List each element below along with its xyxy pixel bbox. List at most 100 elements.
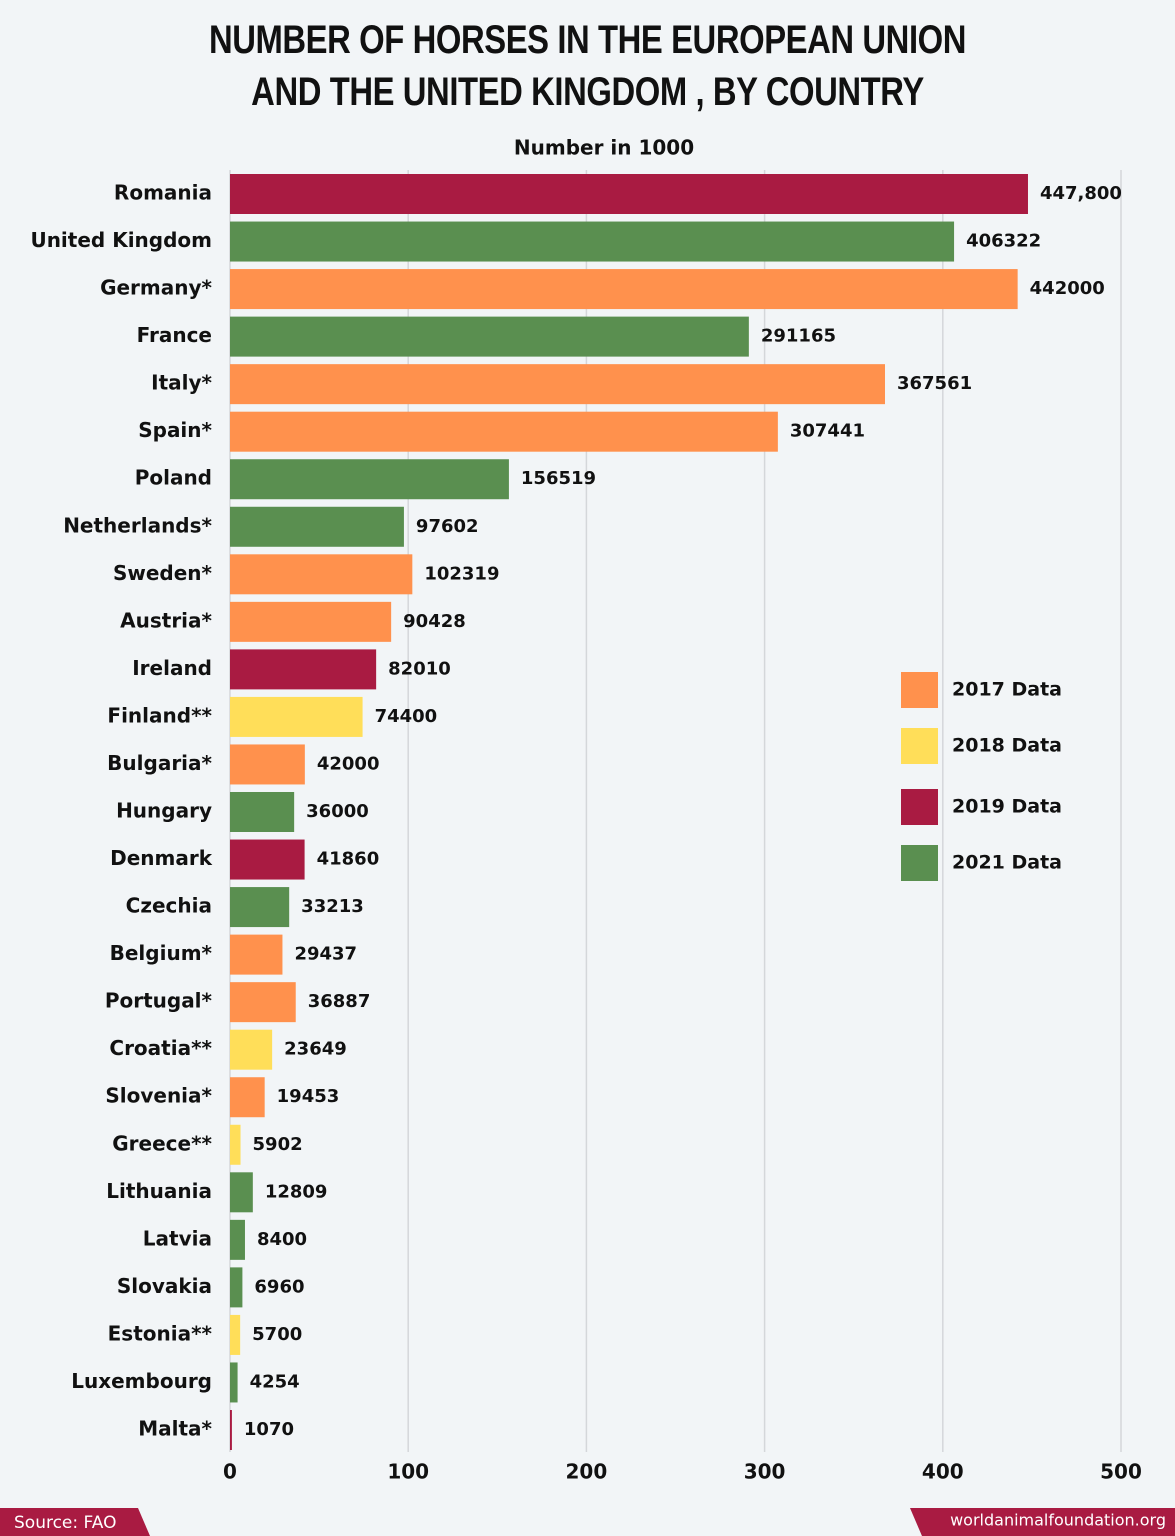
y-tick-label: Greece** bbox=[112, 1131, 212, 1155]
y-tick-label: Finland** bbox=[107, 703, 212, 727]
y-tick-label: Portugal* bbox=[105, 989, 213, 1013]
data-label: 102319 bbox=[424, 563, 499, 584]
data-label: 33213 bbox=[301, 896, 364, 917]
bar bbox=[230, 1124, 241, 1165]
data-label: 5700 bbox=[252, 1324, 302, 1345]
bar bbox=[230, 839, 305, 880]
data-label: 41860 bbox=[317, 849, 380, 870]
website-band bbox=[910, 1508, 1175, 1536]
bar bbox=[230, 601, 392, 642]
y-tick-label: Luxembourg bbox=[71, 1369, 212, 1393]
y-tick-label: Germany* bbox=[100, 276, 212, 300]
chart-title: NUMBER OF HORSES IN THE EUROPEAN UNION A… bbox=[208, 18, 967, 114]
data-label: 367561 bbox=[897, 373, 972, 394]
data-label: 307441 bbox=[790, 421, 865, 442]
bar bbox=[230, 696, 363, 737]
bar bbox=[230, 982, 296, 1023]
data-label: 4254 bbox=[250, 1371, 300, 1392]
y-tick-label: Hungary bbox=[116, 799, 212, 823]
bar bbox=[230, 934, 283, 975]
data-label: 23649 bbox=[284, 1039, 347, 1060]
bar bbox=[230, 174, 1028, 214]
x-tick-label: 300 bbox=[744, 1460, 786, 1484]
y-tick-label: Austria* bbox=[120, 608, 212, 632]
y-tick-label: Sweden* bbox=[113, 561, 213, 585]
y-tick-label: Croatia** bbox=[109, 1036, 212, 1060]
bar bbox=[230, 506, 404, 547]
data-label: 291165 bbox=[761, 326, 836, 347]
data-label: 29437 bbox=[294, 944, 357, 965]
y-tick-label: Poland bbox=[135, 466, 212, 490]
y-tick-label: Slovenia* bbox=[105, 1084, 212, 1108]
bar bbox=[230, 1267, 243, 1308]
bar bbox=[230, 221, 955, 262]
y-tick-label: Denmark bbox=[110, 846, 213, 870]
y-tick-label: Italy* bbox=[151, 371, 212, 395]
bar bbox=[230, 887, 290, 928]
y-tick-label: Lithuania bbox=[106, 1179, 212, 1203]
data-label: 74400 bbox=[375, 706, 438, 727]
data-label: 82010 bbox=[388, 658, 451, 679]
y-tick-label: Belgium* bbox=[110, 941, 213, 965]
y-tick-label: Slovakia bbox=[117, 1274, 212, 1298]
y-tick-label: Romania bbox=[114, 181, 212, 205]
legend-swatch bbox=[901, 845, 938, 881]
y-tick-label: Czechia bbox=[126, 894, 212, 918]
x-tick-label: 200 bbox=[566, 1460, 608, 1484]
data-label: 42000 bbox=[317, 753, 380, 774]
bar bbox=[230, 554, 413, 595]
bar bbox=[230, 269, 1018, 310]
bar bbox=[230, 1219, 245, 1260]
x-tick-label: 0 bbox=[223, 1460, 237, 1484]
y-tick-label: Spain* bbox=[138, 418, 212, 442]
source: Source: FAO bbox=[14, 1513, 116, 1533]
bar bbox=[230, 1362, 238, 1403]
legend-label: 2017 Data bbox=[952, 679, 1062, 701]
bar bbox=[230, 1314, 241, 1355]
legend-swatch bbox=[901, 728, 938, 764]
legend-label: 2019 Data bbox=[952, 796, 1062, 818]
x-tick-label: 400 bbox=[922, 1460, 964, 1484]
data-label: 36887 bbox=[308, 991, 371, 1012]
bar bbox=[230, 792, 295, 832]
data-label: 36000 bbox=[306, 801, 369, 822]
subtitle: Number in 1000 bbox=[514, 136, 694, 160]
data-label: 5902 bbox=[253, 1134, 303, 1155]
bar bbox=[230, 1410, 232, 1450]
bar bbox=[230, 364, 885, 405]
bar bbox=[230, 1029, 273, 1070]
bar bbox=[230, 744, 305, 785]
data-label: 6960 bbox=[254, 1276, 304, 1297]
y-tick-label: Estonia** bbox=[108, 1321, 213, 1345]
y-tick-label: Ireland bbox=[132, 656, 212, 680]
y-tick-label: France bbox=[137, 323, 212, 347]
data-label: 156519 bbox=[521, 468, 596, 489]
source-band bbox=[0, 1508, 150, 1536]
data-label: 447,800 bbox=[1040, 183, 1122, 204]
bar bbox=[230, 316, 749, 357]
legend-swatch bbox=[901, 789, 938, 825]
y-tick-label: Latvia bbox=[143, 1226, 212, 1250]
y-tick-label: Bulgaria* bbox=[107, 751, 212, 775]
data-label: 90428 bbox=[403, 611, 466, 632]
bar bbox=[230, 1172, 253, 1213]
data-label: 97602 bbox=[416, 516, 479, 537]
data-label: 1070 bbox=[244, 1419, 294, 1440]
data-label: 406322 bbox=[966, 231, 1041, 252]
data-label: 19453 bbox=[277, 1086, 340, 1107]
legend-swatch bbox=[901, 672, 938, 708]
legend-label: 2018 Data bbox=[952, 735, 1062, 757]
data-label: 12809 bbox=[265, 1181, 328, 1202]
bar bbox=[230, 459, 509, 500]
data-label: 8400 bbox=[257, 1229, 307, 1250]
bar bbox=[230, 649, 377, 690]
bar bbox=[230, 411, 778, 452]
legend-label: 2021 Data bbox=[952, 852, 1062, 874]
x-tick-label: 100 bbox=[387, 1460, 429, 1484]
data-label: 442000 bbox=[1030, 278, 1105, 299]
x-tick-label: 500 bbox=[1100, 1460, 1142, 1484]
y-tick-label: Malta* bbox=[138, 1417, 212, 1441]
y-tick-label: United Kingdom bbox=[30, 228, 212, 252]
